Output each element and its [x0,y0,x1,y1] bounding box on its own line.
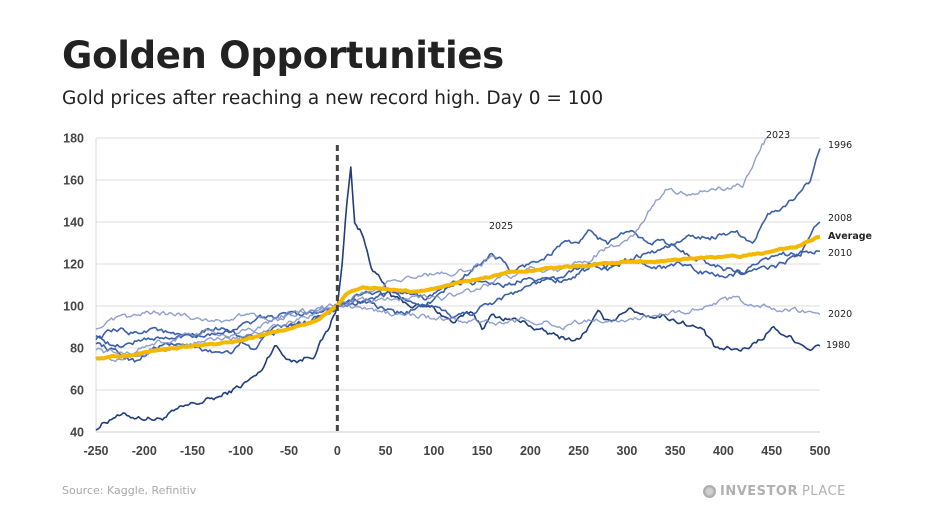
brand-name-light: PLACE [801,484,846,499]
x-axis-ticks: -250 -200 -150 -100 -50 0 50 100 150 200 250 300 350… [83,444,830,458]
series-label-2023: 2023 [766,130,790,141]
x-tick-label: -100 [228,444,253,458]
series-lines [95,137,821,431]
x-tick-label: -200 [132,444,157,458]
series-line-2025 [95,255,497,363]
chart-title: Golden Opportunities [62,34,504,77]
series-line-2023 [95,137,768,356]
y-tick-label: 160 [63,174,84,188]
series-label-2025: 2025 [489,221,513,232]
chart-subtitle: Gold prices after reaching a new record … [62,88,604,109]
y-tick-label: 100 [63,300,84,314]
x-tick-label: 300 [617,444,638,458]
series-label-average: Average [828,231,872,242]
series-line-2020 [95,295,821,331]
y-tick-label: 120 [63,258,84,272]
x-tick-label: -50 [280,444,298,458]
series-labels: 1980 1996 2008 2010 2020 2023 2025 Average [489,130,872,351]
y-tick-label: 180 [63,132,84,146]
series-line-average [95,234,821,361]
x-tick-label: 500 [810,444,831,458]
x-tick-label: 50 [379,444,393,458]
y-axis-ticks: 40 60 80 100 120 140 160 180 [63,132,84,440]
x-tick-label: 100 [423,444,444,458]
brand-name-bold: INVESTOR [720,484,798,499]
x-tick-label: 200 [520,444,541,458]
globe-icon [703,485,716,498]
series-label-1996: 1996 [828,140,852,151]
x-tick-label: 0 [334,444,341,458]
x-tick-label: 350 [665,444,686,458]
series-label-2010: 2010 [828,248,852,259]
series-label-2008: 2008 [828,213,852,224]
y-tick-label: 60 [70,384,84,398]
brand-logo: INVESTOR PLACE [703,484,846,499]
y-tick-label: 40 [70,426,84,440]
gridlines [95,137,820,433]
x-tick-label: 150 [472,444,493,458]
x-tick-label: -250 [83,444,108,458]
y-tick-label: 140 [63,216,84,230]
x-tick-label: 400 [713,444,734,458]
series-label-2020: 2020 [828,309,852,320]
series-line-1980 [95,166,821,431]
y-tick-label: 80 [70,342,84,356]
x-tick-label: 250 [568,444,589,458]
x-tick-label: 450 [761,444,782,458]
source-note: Source: Kaggle, Refinitiv [62,484,197,497]
x-tick-label: -150 [180,444,205,458]
series-label-1980: 1980 [826,340,850,351]
